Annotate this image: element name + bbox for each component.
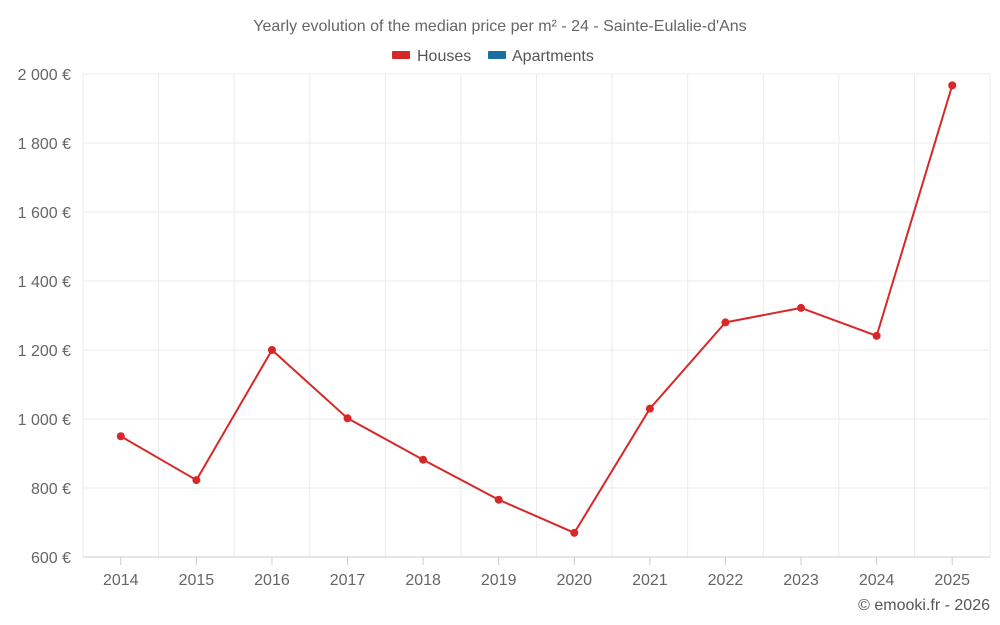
data-point-houses-2020[interactable] [570,528,579,537]
data-point-houses-2017[interactable] [343,414,352,423]
data-point-houses-2014[interactable] [116,432,125,441]
series [116,81,957,537]
x-tick-label: 2015 [179,572,215,589]
x-tick-label: 2020 [556,572,592,589]
legend-swatch-apartments [488,51,506,59]
x-tick-label: 2018 [405,572,441,589]
data-point-houses-2021[interactable] [645,404,654,413]
chart-title: Yearly evolution of the median price per… [253,18,746,35]
data-point-houses-2023[interactable] [797,303,806,312]
data-point-houses-2024[interactable] [872,331,881,340]
data-point-houses-2019[interactable] [494,495,503,504]
x-axis-ticks: 2014 2015 2016 2017 2018 2019 2020 2021 2022 2023… [103,557,970,589]
legend-label-apartments: Apartments [512,48,594,65]
x-tick-label: 2024 [859,572,895,589]
y-tick-label: 1 000 € [18,412,71,429]
data-point-houses-2022[interactable] [721,318,730,327]
legend-label-houses: Houses [417,48,471,65]
y-tick-label: 1 400 € [18,274,71,291]
legend-item-apartments[interactable]: Apartments [488,48,594,65]
x-tick-label: 2014 [103,572,139,589]
y-tick-label: 2 000 € [18,67,71,84]
x-tick-label: 2022 [708,572,744,589]
grid [82,73,991,558]
x-tick-label: 2021 [632,572,668,589]
x-tick-label: 2025 [934,572,970,589]
data-point-houses-2025[interactable] [948,81,957,90]
y-tick-label: 800 € [31,481,71,498]
credit-text: © emooki.fr - 2026 [858,597,990,614]
x-tick-label: 2023 [783,572,819,589]
y-tick-label: 1 200 € [18,343,71,360]
legend: Houses Apartments [392,48,594,65]
x-tick-label: 2016 [254,572,290,589]
data-point-houses-2018[interactable] [419,455,428,464]
x-tick-label: 2019 [481,572,517,589]
y-tick-label: 1 800 € [18,136,71,153]
y-tick-label: 1 600 € [18,205,71,222]
y-axis-ticks: 600 € 800 € 1 000 € 1 200 € 1 400 € 1 600 € 1 … [18,67,71,567]
y-tick-label: 600 € [31,550,71,567]
x-tick-label: 2017 [330,572,366,589]
legend-swatch-houses [392,51,410,59]
data-point-houses-2016[interactable] [267,346,276,354]
data-point-houses-2015[interactable] [192,476,201,485]
series-line-houses [120,85,954,534]
legend-item-houses[interactable]: Houses [392,48,471,65]
